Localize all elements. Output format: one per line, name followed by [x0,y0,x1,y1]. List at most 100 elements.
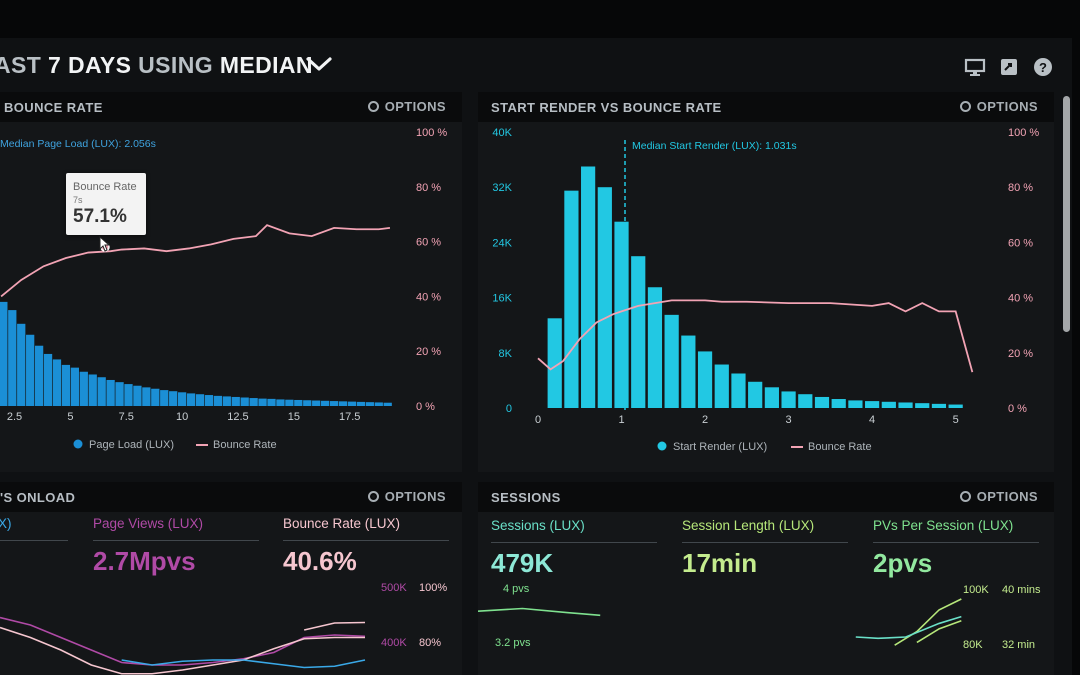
options-label: OPTIONS [976,99,1038,114]
x-tick-label: 3 [786,414,792,426]
gear-icon [959,101,971,112]
bar [881,401,896,408]
bar [647,287,663,408]
kpi-label: Page Views (LUX) [93,516,204,531]
y-tick-label: 100 % [1008,127,1039,139]
options-button[interactable]: OPTIONS [367,99,446,114]
options-button[interactable]: OPTIONS [367,489,446,504]
x-tick-label: 2.5 [7,411,22,423]
y-tick-label: 80 % [416,182,441,194]
series-line [0,616,366,666]
bounce-rate-panel: BOUNCE RATE OPTIONS [0,92,462,472]
help-icon[interactable]: ? [1032,57,1054,77]
legend-label-bounce-rate: Bounce Rate [808,441,872,453]
panel-title: START RENDER VS BOUNCE RATE [491,100,722,115]
onload-chart [0,616,366,675]
bar [249,398,258,406]
y-tick-label: 40K [492,127,512,139]
y-tick-label: 8K [499,348,513,360]
bounce-rate-line [0,224,391,298]
series-line [0,626,365,675]
axis-label: 400K [381,637,407,649]
bar [798,394,813,408]
bar [177,392,187,406]
bar [294,399,303,406]
panel-header: START RENDER VS BOUNCE RATE OPTIONS [478,92,1054,122]
y-tick-label: 40 % [1008,293,1033,305]
bar [848,400,863,408]
bar [748,381,763,408]
bar [898,402,913,408]
svg-text:?: ? [1039,60,1047,75]
bar [321,400,330,406]
bar [312,400,321,406]
options-button[interactable]: OPTIONS [959,99,1038,114]
bar [258,398,267,406]
bar [303,400,312,406]
kpi-label: Bounce Rate (LUX) [283,516,401,531]
axis-label: 80K [963,639,983,651]
axis-label: 32 min [1002,639,1036,651]
y-tick-label: 100 % [416,127,447,139]
bar [88,374,97,406]
bar [356,401,366,406]
scrollbar[interactable] [1063,96,1070,332]
y-tick-label: 20 % [1008,348,1033,360]
panel-header: SESSIONS OPTIONS [478,482,1054,512]
bar [97,377,106,406]
bar [151,388,160,406]
bar [222,396,231,406]
y-tick-label: 0 [506,403,512,415]
bar [17,323,26,406]
share-icon[interactable] [998,57,1020,77]
bar [631,256,646,408]
bar [8,310,17,406]
kpi-value: 40.6% [283,546,357,576]
x-tick-label: 0 [535,414,541,426]
bounce-rate-line [537,299,974,373]
options-label: OPTIONS [976,489,1038,504]
y-tick-label: 0 % [1008,403,1027,415]
title-part: AST [0,52,42,78]
axis-label: 4 pvs [503,583,530,595]
bar [329,401,339,406]
bar [115,382,124,406]
kpi-value: 2pvs [873,548,933,578]
bar [204,395,214,406]
series-line [478,607,601,617]
kpi-value: 17min [682,548,758,578]
bar [106,379,115,406]
series-line [855,615,962,640]
legend-marker-page-load [73,439,83,449]
divider [682,542,848,543]
options-label: OPTIONS [384,489,446,504]
bar [731,373,746,408]
y-tick-label: 60 % [1008,237,1033,249]
x-tick-label: 5 [953,414,959,426]
bar [948,404,963,408]
bar [43,353,53,406]
y-tick-label: 20 % [416,346,441,358]
bar [124,384,133,406]
bar [664,314,679,408]
options-label: OPTIONS [384,99,446,114]
bar [195,394,205,406]
bar [0,301,8,406]
y-tick-label: 40 % [416,291,441,303]
options-button[interactable]: OPTIONS [959,489,1038,504]
bar [547,318,562,408]
legend-marker-start-render [657,441,667,451]
bar [133,385,142,406]
divider [873,542,1039,543]
bar [814,396,830,408]
axis-label: 100% [419,582,448,594]
bar [169,391,178,406]
series-line [916,619,962,644]
monitor-icon[interactable] [964,57,986,77]
chevron-down-icon[interactable] [304,53,334,75]
bar [681,335,696,408]
bar [714,364,729,408]
bar [285,399,294,406]
bar [231,396,240,406]
x-tick-label: 4 [869,414,875,426]
